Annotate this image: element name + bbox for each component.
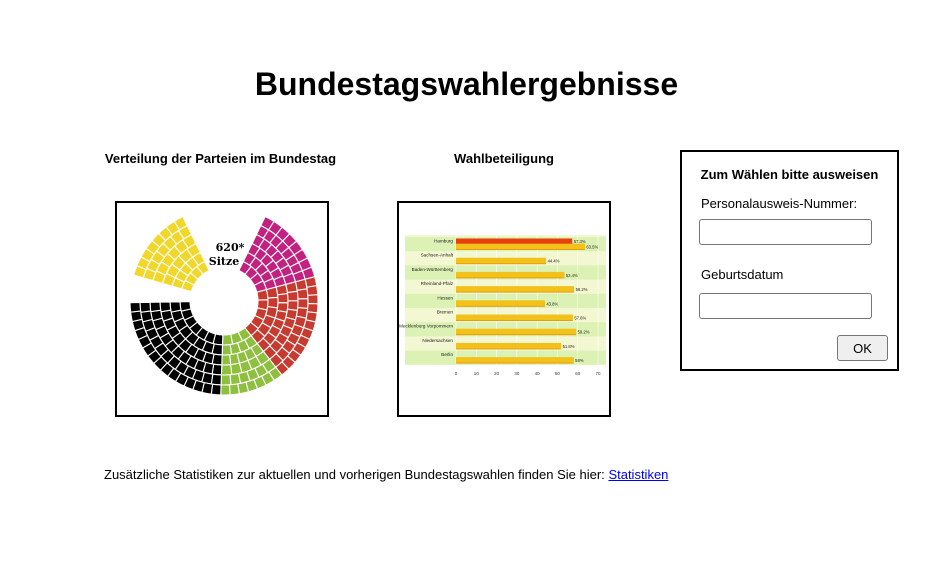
seat-segment-black	[159, 301, 172, 313]
x-tick-label: 40	[535, 371, 541, 376]
category-label: Baden-Württemberg	[412, 267, 454, 272]
seat-segment-black	[139, 301, 152, 313]
seat-segment-green	[229, 372, 242, 386]
seat-segment-black	[169, 301, 182, 313]
seat-segment-black	[130, 310, 143, 323]
data-label: 57.6%	[574, 316, 586, 321]
seat-segment-black	[179, 301, 192, 312]
seat-segment-green	[220, 364, 233, 376]
seat-segment-red	[277, 293, 289, 304]
footer-text: Zusätzliche Statistiken zur aktuellen un…	[104, 467, 668, 482]
bar-Bremen	[456, 314, 573, 320]
x-tick-label: 10	[474, 371, 480, 376]
data-label: 59.2%	[578, 330, 590, 335]
seat-segment-yellow	[173, 215, 188, 231]
page-title: Bundestagswahlergebnisse	[254, 66, 679, 102]
seat-unit-label: Sitze	[209, 255, 239, 268]
seat-distribution-chart: 620* Sitze	[129, 215, 319, 396]
seat-segment-red	[286, 290, 299, 302]
seat-segment-green	[220, 374, 232, 386]
data-label: 58%	[575, 358, 584, 363]
turnout-chart-frame: 0 10 20 30 40 50 60 70 Hamburg 63.5% Sachsen-Anhal…	[397, 201, 611, 417]
x-tick-label: 60	[575, 371, 581, 376]
category-label: Hessen	[437, 295, 453, 300]
bar-Niedersachsen	[456, 342, 562, 349]
identification-title: Zum Wählen bitte ausweisen	[700, 167, 879, 182]
seat-segment-red	[307, 294, 319, 305]
seat-segment-green	[221, 333, 234, 346]
seat-chart-title: Verteilung der Parteien im Bundestag	[104, 151, 337, 166]
seat-chart-frame: 620* Sitze	[115, 201, 329, 417]
category-label: Berlin	[441, 352, 453, 357]
data-label: 43.8%	[546, 301, 558, 306]
bar-highlight	[456, 238, 573, 244]
identification-panel: Zum Wählen bitte ausweisen Personalauswe…	[680, 150, 899, 371]
footer-message: Zusätzliche Statistiken zur aktuellen un…	[104, 467, 605, 482]
x-tick-label: 20	[494, 371, 500, 376]
data-label: 53.4%	[566, 273, 578, 278]
seat-segment-red	[296, 288, 309, 300]
category-label: Bremen	[437, 310, 454, 315]
bar-Hamburg	[456, 243, 585, 249]
data-label: 51.8%	[563, 344, 575, 349]
seat-segment-green	[228, 383, 241, 396]
category-label: Niedersachsen	[422, 338, 453, 343]
bar-Hessen	[456, 300, 545, 306]
data-label: 63.5%	[586, 245, 598, 250]
seat-segment-green	[221, 354, 232, 366]
x-tick-label: 50	[555, 371, 561, 376]
seat-segment-green	[220, 384, 231, 396]
turnout-bar-chart: 0 10 20 30 40 50 60 70 Hamburg 63.5% Sachsen-Anhal…	[399, 235, 606, 376]
ok-button[interactable]: OK	[837, 335, 888, 361]
seat-segment-black	[129, 301, 142, 313]
statistics-link[interactable]: Statistiken	[608, 467, 669, 482]
category-label: Mecklenburg Vorpommern	[399, 324, 453, 329]
seat-segment-red	[306, 284, 319, 296]
x-tick-label: 70	[595, 371, 601, 376]
data-label: 58.2%	[576, 287, 588, 292]
seat-segment-red	[297, 298, 309, 310]
category-label: Hamburg	[434, 239, 453, 244]
seat-segment-black	[149, 301, 162, 313]
x-tick-label: 0	[455, 371, 458, 376]
x-tick-label: 30	[514, 371, 520, 376]
birthdate-input[interactable]	[699, 293, 872, 319]
seat-segment-green	[221, 343, 233, 356]
bar-Sachsen-Anhalt	[456, 257, 547, 264]
bar-Berlin	[456, 357, 574, 363]
bar-Baden-Württemberg	[456, 271, 565, 278]
data-label: 44.4%	[548, 259, 560, 264]
id-number-label: Personalausweis-Nummer:	[701, 196, 858, 211]
birthdate-label: Geburtsdatum	[701, 267, 784, 282]
id-number-input[interactable]	[699, 219, 872, 245]
seat-count-label: 620*	[216, 241, 245, 254]
category-label: Sachsen-Anhalt	[421, 253, 454, 258]
bar-Rheinland-Pfalz	[456, 286, 575, 292]
data-label-highlight: 57.3%	[574, 239, 586, 244]
turnout-chart-title: Wahlbeteiligung	[454, 151, 554, 166]
category-label: Rheinland-Pfalz	[421, 281, 454, 286]
bar-Mecklenburg Vorpommern	[456, 328, 577, 335]
